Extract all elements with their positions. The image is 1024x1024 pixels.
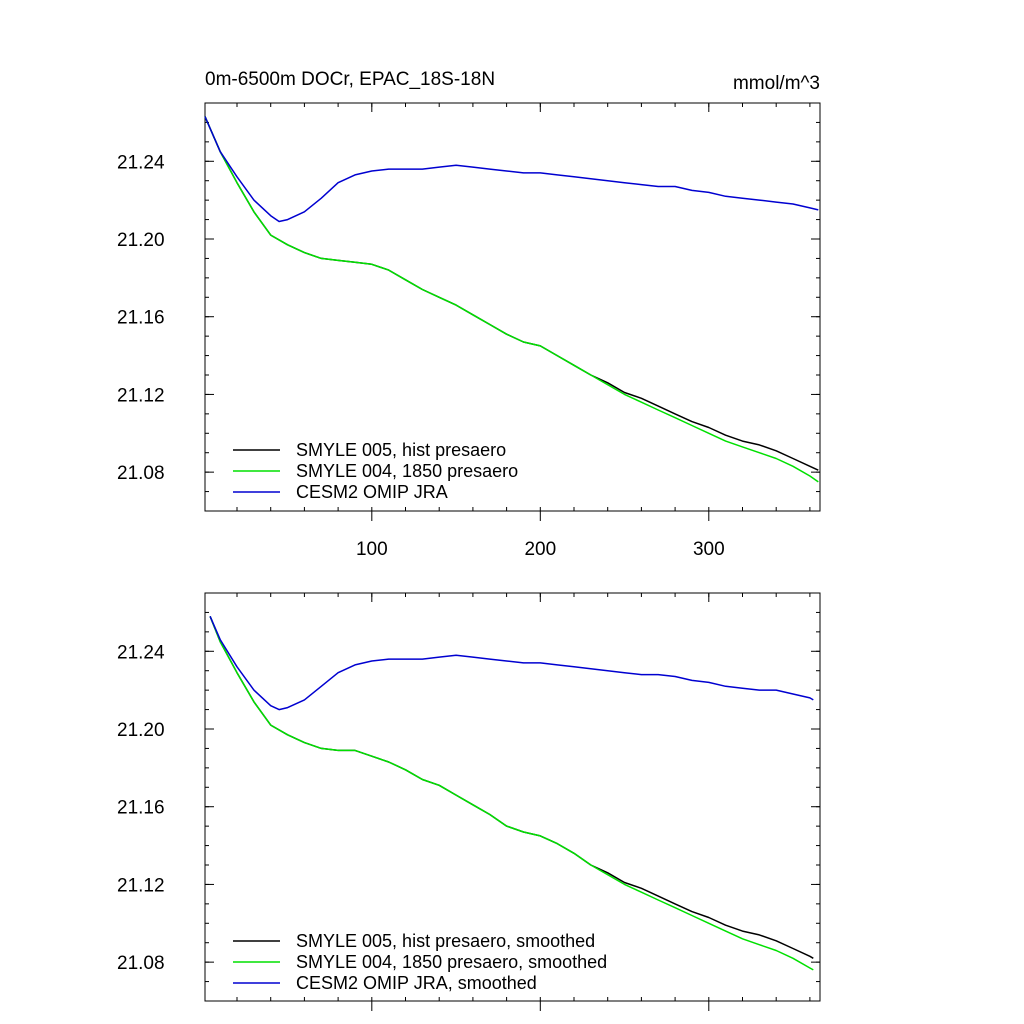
series-line-1 — [209, 616, 814, 959]
x-tick-label: 100 — [356, 539, 388, 560]
legend-entry: SMYLE 004, 1850 presaero, smoothed — [296, 952, 607, 972]
y-tick-label: 21.12 — [117, 385, 165, 406]
x-tick-label: 300 — [693, 539, 725, 560]
legend-entry: SMYLE 004, 1850 presaero — [296, 461, 518, 481]
chart-title: 0m-6500m DOCr, EPAC_18S-18N — [205, 69, 495, 90]
y-tick-label: 21.12 — [117, 875, 165, 896]
units-label: mmol/m^3 — [733, 73, 820, 94]
y-tick-label: 21.08 — [117, 463, 165, 484]
series-line-2 — [209, 616, 814, 971]
series-line-3 — [209, 616, 814, 711]
series-line-3 — [204, 116, 819, 223]
series-line-1 — [204, 116, 819, 471]
chart-panel-2: 21.08 21.12 21.16 21.20 21.24 SMYLE 005, hist… — [117, 592, 821, 1011]
x-tick-label: 200 — [524, 539, 556, 560]
y-tick-label: 21.24 — [117, 642, 165, 663]
y-tick-label: 21.08 — [117, 953, 165, 974]
chart-panel-1: 21.08 21.12 21.16 21.20 21.24 100 200 300 0m-650… — [117, 69, 821, 560]
y-tick-label: 21.24 — [117, 152, 165, 173]
legend-entry: CESM2 OMIP JRA — [296, 482, 448, 502]
plot-frame — [204, 592, 821, 1002]
y-tick-label: 21.16 — [117, 798, 165, 819]
plot-frame — [204, 102, 821, 512]
y-tick-label: 21.16 — [117, 308, 165, 329]
y-tick-label: 21.20 — [117, 230, 165, 251]
legend-entry: SMYLE 005, hist presaero — [296, 440, 506, 460]
legend-entry: CESM2 OMIP JRA, smoothed — [296, 973, 537, 993]
series-line-2 — [204, 116, 819, 483]
y-tick-label: 21.20 — [117, 720, 165, 741]
legend-entry: SMYLE 005, hist presaero, smoothed — [296, 931, 595, 951]
